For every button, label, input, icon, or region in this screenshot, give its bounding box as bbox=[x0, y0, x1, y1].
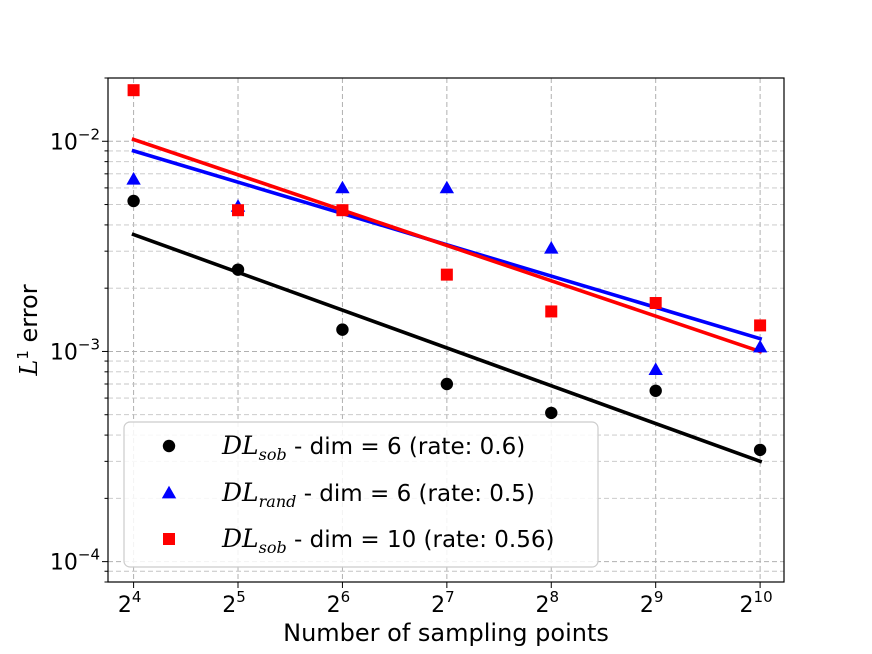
data-point-square bbox=[440, 268, 453, 281]
data-point-circle bbox=[231, 263, 245, 276]
y-tick-labels: 10−2 10−3 10−4 bbox=[50, 125, 100, 575]
fit-line-square bbox=[131, 137, 763, 354]
x-tick-label: 24 bbox=[118, 588, 142, 618]
x-tick-label: 25 bbox=[222, 588, 246, 618]
x-axis-label: Number of sampling points bbox=[283, 619, 609, 647]
axis-ticks bbox=[102, 77, 761, 588]
x-tick-label: 29 bbox=[640, 588, 664, 618]
y-axis-label-sup: 1 bbox=[14, 350, 32, 360]
x-tick-labels: 24 25 26 27 28 29 210 bbox=[118, 588, 773, 618]
data-point-square bbox=[232, 204, 245, 217]
x-tick-label: 210 bbox=[740, 588, 773, 618]
x-tick-label: 26 bbox=[327, 588, 351, 618]
data-point-circle bbox=[127, 194, 140, 208]
y-tick-label: 10−2 bbox=[50, 125, 100, 155]
legend-marker-square bbox=[163, 533, 175, 545]
legend-marker-triangle bbox=[161, 485, 177, 499]
data-markers bbox=[126, 84, 768, 457]
data-point-triangle bbox=[439, 180, 455, 194]
legend-entry-label: DLsob - dim = 6 (rate: 0.6) bbox=[221, 431, 525, 464]
data-point-square bbox=[127, 84, 140, 97]
data-point-circle bbox=[545, 406, 558, 420]
data-point-circle bbox=[440, 377, 454, 391]
legend-entry-label: DLrand - dim = 6 (rate: 0.5) bbox=[221, 478, 535, 511]
legend-marker-circle bbox=[162, 439, 176, 453]
y-axis-label-text: error bbox=[15, 284, 43, 350]
plot-frame bbox=[107, 77, 785, 583]
data-point-square bbox=[649, 297, 662, 310]
y-tick-label: 10−4 bbox=[50, 546, 100, 576]
data-point-circle bbox=[753, 443, 767, 457]
data-point-square bbox=[754, 319, 767, 332]
legend-box bbox=[123, 421, 599, 568]
y-tick-label: 10−3 bbox=[50, 335, 100, 365]
data-point-square bbox=[336, 204, 349, 217]
data-point-circle bbox=[649, 384, 662, 397]
legend: DLsob - dim = 6 (rate: 0.6) DLrand - dim … bbox=[123, 421, 599, 568]
y-axis-label: L1 error bbox=[14, 284, 43, 376]
y-axis-label-symbol: L bbox=[15, 360, 43, 377]
legend-entry-label: DLsob - dim = 10 (rate: 0.56) bbox=[221, 524, 554, 557]
data-point-triangle bbox=[126, 171, 141, 185]
data-point-circle bbox=[336, 323, 349, 336]
data-point-square bbox=[545, 305, 558, 318]
data-point-triangle bbox=[335, 180, 350, 194]
data-point-triangle bbox=[752, 339, 768, 353]
x-tick-label: 27 bbox=[431, 588, 455, 618]
data-point-triangle bbox=[544, 240, 559, 254]
x-tick-label: 28 bbox=[535, 588, 559, 618]
data-point-triangle bbox=[648, 362, 663, 375]
